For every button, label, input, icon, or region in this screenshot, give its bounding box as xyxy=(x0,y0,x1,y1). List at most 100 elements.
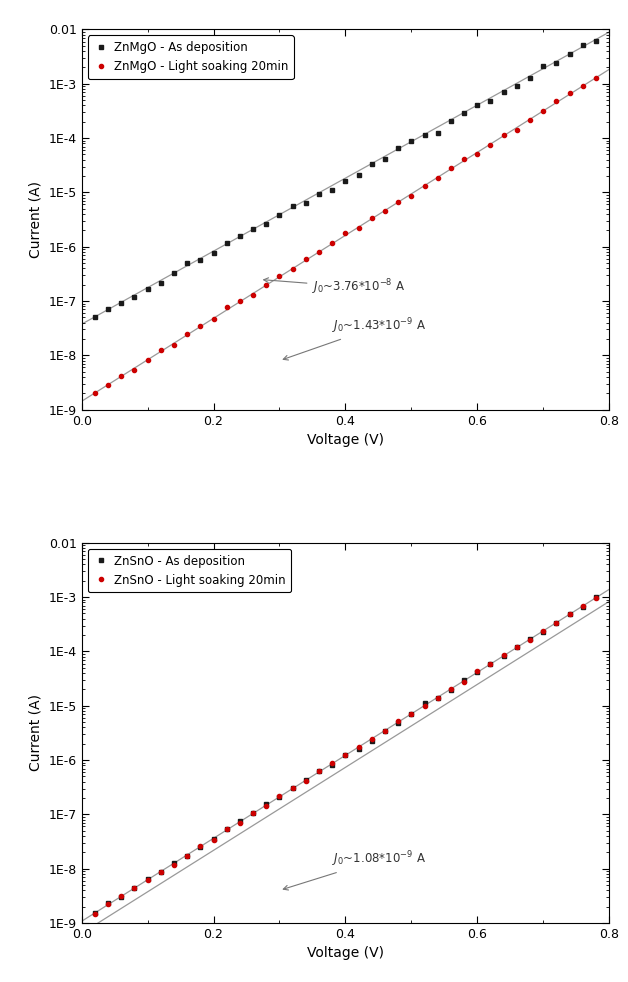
ZnSnO - Light soaking 20min xyxy=(421,700,428,712)
ZnSnO - Light soaking 20min xyxy=(276,791,283,802)
Y-axis label: Current (A): Current (A) xyxy=(29,181,43,258)
ZnMgO - As deposition xyxy=(131,291,138,302)
ZnSnO - Light soaking 20min xyxy=(289,783,296,794)
Legend: ZnSnO - As deposition, ZnSnO - Light soaking 20min: ZnSnO - As deposition, ZnSnO - Light soa… xyxy=(87,549,291,592)
ZnSnO - As deposition xyxy=(394,717,402,729)
ZnMgO - As deposition xyxy=(368,158,376,170)
ZnMgO - As deposition xyxy=(474,99,481,111)
ZnMgO - As deposition xyxy=(500,85,507,97)
ZnSnO - As deposition xyxy=(315,766,323,778)
ZnSnO - Light soaking 20min xyxy=(210,834,217,846)
ZnSnO - Light soaking 20min xyxy=(539,626,547,637)
ZnSnO - As deposition xyxy=(513,641,521,653)
ZnSnO - Light soaking 20min xyxy=(131,882,138,894)
ZnSnO - As deposition xyxy=(170,857,178,869)
ZnMgO - As deposition xyxy=(157,277,165,289)
ZnSnO - Light soaking 20min xyxy=(460,676,468,687)
ZnMgO - Light soaking 20min xyxy=(342,228,349,240)
ZnMgO - Light soaking 20min xyxy=(315,246,323,258)
ZnMgO - As deposition xyxy=(91,311,99,323)
ZnSnO - As deposition xyxy=(131,883,138,895)
ZnMgO - As deposition xyxy=(328,184,336,195)
ZnMgO - As deposition xyxy=(197,253,204,265)
ZnMgO - Light soaking 20min xyxy=(210,313,217,325)
ZnSnO - As deposition xyxy=(157,866,165,878)
ZnSnO - As deposition xyxy=(408,708,415,720)
ZnMgO - Light soaking 20min xyxy=(487,139,494,151)
ZnMgO - Light soaking 20min xyxy=(276,270,283,282)
ZnMgO - As deposition xyxy=(539,60,547,72)
ZnSnO - As deposition xyxy=(263,798,270,810)
ZnMgO - As deposition xyxy=(104,303,112,315)
ZnSnO - As deposition xyxy=(91,907,99,919)
ZnMgO - Light soaking 20min xyxy=(104,379,112,391)
ZnSnO - Light soaking 20min xyxy=(566,609,573,621)
ZnMgO - As deposition xyxy=(210,246,217,258)
ZnSnO - As deposition xyxy=(117,891,125,902)
ZnMgO - Light soaking 20min xyxy=(368,212,376,224)
ZnSnO - Light soaking 20min xyxy=(579,600,587,612)
ZnMgO - Light soaking 20min xyxy=(144,354,151,365)
ZnMgO - Light soaking 20min xyxy=(566,87,573,99)
ZnSnO - Light soaking 20min xyxy=(592,592,600,604)
ZnSnO - Light soaking 20min xyxy=(236,817,244,829)
ZnSnO - As deposition xyxy=(183,850,191,862)
ZnMgO - As deposition xyxy=(579,38,587,50)
ZnSnO - As deposition xyxy=(368,735,376,746)
ZnMgO - As deposition xyxy=(553,57,560,69)
ZnSnO - As deposition xyxy=(539,626,547,637)
ZnSnO - As deposition xyxy=(302,775,310,787)
ZnSnO - Light soaking 20min xyxy=(91,907,99,919)
ZnSnO - Light soaking 20min xyxy=(342,749,349,761)
ZnMgO - As deposition xyxy=(526,72,534,83)
Line: ZnMgO - As deposition: ZnMgO - As deposition xyxy=(92,38,598,319)
ZnSnO - Light soaking 20min xyxy=(447,683,455,695)
ZnSnO - Light soaking 20min xyxy=(526,633,534,645)
ZnSnO - As deposition xyxy=(579,601,587,613)
ZnMgO - As deposition xyxy=(342,175,349,187)
ZnSnO - As deposition xyxy=(381,725,389,736)
ZnSnO - Light soaking 20min xyxy=(315,765,323,777)
ZnSnO - Light soaking 20min xyxy=(302,776,310,788)
ZnSnO - Light soaking 20min xyxy=(368,733,376,744)
ZnSnO - As deposition xyxy=(342,749,349,761)
ZnMgO - As deposition xyxy=(394,142,402,154)
ZnMgO - Light soaking 20min xyxy=(91,387,99,399)
ZnMgO - Light soaking 20min xyxy=(553,95,560,107)
ZnMgO - Light soaking 20min xyxy=(447,162,455,174)
Y-axis label: Current (A): Current (A) xyxy=(29,694,43,772)
ZnSnO - Light soaking 20min xyxy=(408,708,415,720)
ZnSnO - Light soaking 20min xyxy=(474,666,481,678)
X-axis label: Voltage (V): Voltage (V) xyxy=(307,433,384,447)
ZnSnO - Light soaking 20min xyxy=(263,799,270,811)
ZnSnO - As deposition xyxy=(500,650,507,662)
Legend: ZnMgO - As deposition, ZnMgO - Light soaking 20min: ZnMgO - As deposition, ZnMgO - Light soa… xyxy=(87,35,294,80)
ZnSnO - As deposition xyxy=(144,874,151,886)
ZnMgO - Light soaking 20min xyxy=(592,73,600,84)
ZnSnO - As deposition xyxy=(447,683,455,695)
ZnMgO - As deposition xyxy=(117,297,125,308)
ZnMgO - Light soaking 20min xyxy=(249,290,257,301)
ZnMgO - Light soaking 20min xyxy=(355,222,362,234)
ZnSnO - As deposition xyxy=(289,782,296,793)
ZnMgO - Light soaking 20min xyxy=(513,125,521,136)
Text: $J_0$~1.08*10$^{-9}$ A: $J_0$~1.08*10$^{-9}$ A xyxy=(283,849,426,890)
ZnMgO - As deposition xyxy=(223,237,230,248)
X-axis label: Voltage (V): Voltage (V) xyxy=(307,947,384,960)
ZnMgO - As deposition xyxy=(447,115,455,127)
ZnSnO - Light soaking 20min xyxy=(381,726,389,737)
ZnSnO - Light soaking 20min xyxy=(328,757,336,769)
ZnMgO - As deposition xyxy=(276,209,283,221)
ZnMgO - Light soaking 20min xyxy=(157,344,165,355)
ZnSnO - As deposition xyxy=(526,632,534,644)
ZnSnO - Light soaking 20min xyxy=(117,891,125,902)
ZnMgO - Light soaking 20min xyxy=(394,196,402,208)
ZnSnO - As deposition xyxy=(460,675,468,686)
Line: ZnSnO - As deposition: ZnSnO - As deposition xyxy=(92,595,598,915)
ZnSnO - Light soaking 20min xyxy=(183,849,191,861)
ZnSnO - As deposition xyxy=(104,898,112,909)
ZnSnO - As deposition xyxy=(355,742,362,754)
ZnSnO - As deposition xyxy=(328,759,336,771)
ZnSnO - As deposition xyxy=(249,807,257,819)
ZnMgO - Light soaking 20min xyxy=(460,153,468,165)
